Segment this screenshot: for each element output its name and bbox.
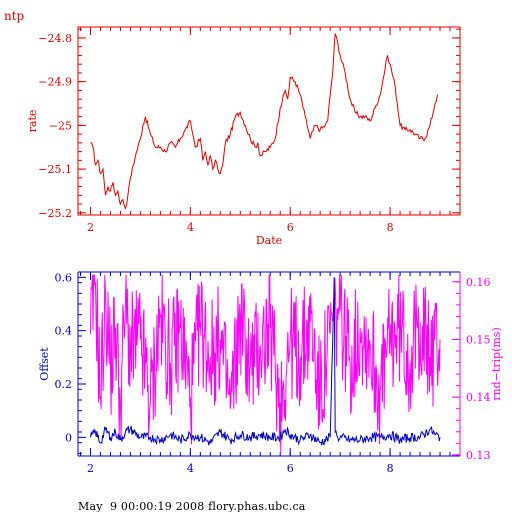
roundtrip-ytick-label: 0.15	[466, 333, 491, 346]
rate-ytick-label: −24.9	[38, 76, 72, 89]
offset-series-line	[90, 277, 441, 446]
rate-xtick-label: 8	[387, 221, 394, 234]
rate-xtick-label: 4	[187, 221, 194, 234]
footer-timestamp: May 9 00:00:19 2008 flory.phas.ubc.ca	[78, 500, 306, 512]
roundtrip-series-line	[90, 273, 441, 454]
rate-chart-title: ntp	[4, 9, 25, 23]
rate-x-axis-label: Date	[256, 234, 282, 247]
rate-y-axis-label: rate	[26, 110, 39, 133]
rate-series-line	[90, 33, 438, 210]
rate-frame	[77, 26, 461, 216]
roundtrip-ytick-label: 0.13	[466, 449, 491, 462]
offset-y-axis-label: Offset	[38, 347, 51, 381]
offset-xtick-label: 6	[287, 462, 294, 475]
offset-ytick-label: 0	[65, 431, 72, 444]
offset-roundtrip-chart: 2 4 6 8 0 0.2 0.4 0.6 0.13 0.14 0.15 0.16 Offset rnd−…	[38, 271, 503, 475]
roundtrip-y-axis-label: rnd−trip(ms)	[490, 327, 503, 401]
offset-ytick-label: 0.2	[55, 378, 73, 391]
rate-ytick-label: −24.8	[38, 32, 72, 45]
roundtrip-ytick-label: 0.16	[466, 276, 491, 289]
rate-chart: 2 4 6 8 −25.2 −25.1 −25 −24.9 −24.8 ntp Date rate	[4, 9, 461, 247]
rate-xtick-label: 2	[87, 221, 94, 234]
offset-xtick-label: 2	[87, 462, 94, 475]
rate-ytick-label: −25	[49, 119, 72, 132]
offset-xtick-label: 8	[387, 462, 394, 475]
offset-xtick-label: 4	[187, 462, 194, 475]
rate-ytick-label: −25.1	[38, 163, 72, 176]
rate-ytick-label: −25.2	[38, 207, 72, 220]
offset-ytick-label: 0.4	[55, 325, 73, 338]
rate-xtick-label: 6	[287, 221, 294, 234]
roundtrip-ytick-label: 0.14	[466, 391, 491, 404]
offset-ytick-label: 0.6	[55, 271, 73, 284]
